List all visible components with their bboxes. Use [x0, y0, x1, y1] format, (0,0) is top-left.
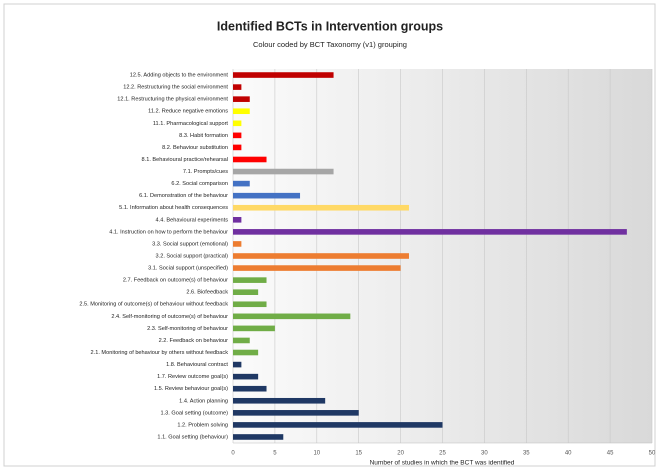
x-tick-label: 10	[313, 451, 320, 457]
chart-subtitle: Colour coded by BCT Taxonomy (v1) groupi…	[253, 40, 407, 49]
bar	[233, 253, 409, 259]
x-tick-label: 35	[523, 451, 530, 457]
x-tick-label: 0	[231, 451, 235, 457]
y-tick-label: 2.3. Self-monitoring of behaviour	[147, 326, 228, 332]
bar	[233, 397, 326, 404]
chart-title: Identified BCTs in Intervention groups	[217, 19, 443, 33]
y-tick-label: 11.2. Reduce negative emotions	[148, 109, 228, 115]
bar	[233, 168, 334, 175]
bar	[233, 72, 334, 78]
bar	[233, 361, 242, 368]
x-tick-label: 30	[481, 451, 488, 457]
x-tick-label: 5	[273, 451, 277, 457]
y-tick-label: 2.4. Self-monitoring of outcome(s) of be…	[111, 314, 228, 320]
bar	[233, 373, 259, 380]
bar	[233, 180, 250, 187]
y-tick-label: 1.5. Review behaviour goal(s)	[154, 386, 228, 392]
y-tick-label: 5.1. Information about health consequenc…	[119, 205, 228, 211]
bar	[233, 241, 242, 247]
bar	[233, 108, 250, 115]
x-axis-title: Number of studies in which the BCT was i…	[370, 460, 515, 467]
y-tick-label: 2.7. Feedback on outcome(s) of behaviour	[123, 278, 228, 284]
y-tick-label: 2.5. Monitoring of outcome(s) of behavio…	[79, 302, 228, 308]
y-tick-label: 12.1. Restructuring the physical environ…	[117, 97, 228, 103]
y-tick-label: 2.1. Monitoring of behaviour by others w…	[91, 350, 229, 356]
bar	[233, 229, 627, 235]
bar	[233, 120, 242, 127]
x-tick-label: 20	[397, 451, 404, 457]
y-tick-label: 12.5. Adding objects to the environment	[130, 73, 229, 79]
x-tick-label: 25	[439, 451, 446, 457]
y-tick-label: 3.1. Social support (unspecified)	[148, 266, 228, 272]
bar	[233, 337, 250, 344]
bar	[233, 217, 242, 223]
y-tick-label: 6.2. Social comparison	[171, 181, 228, 187]
y-tick-label: 6.1. Demonstration of the behaviour	[139, 193, 228, 199]
bar	[233, 313, 351, 320]
bar	[233, 204, 409, 211]
y-tick-label: 8.2. Behaviour substitution	[162, 145, 228, 151]
x-tick-label: 15	[355, 451, 362, 457]
y-tick-label: 12.2. Restructuring the social environme…	[123, 85, 228, 91]
bar	[233, 84, 242, 90]
y-tick-label: 1.4. Action planning	[179, 398, 228, 404]
y-tick-label: 8.3. Habit formation	[179, 133, 228, 139]
bar	[233, 301, 267, 308]
y-tick-label: 1.3. Goal setting (outcome)	[161, 410, 229, 416]
y-tick-label: 1.2. Problem solving	[177, 422, 228, 428]
y-tick-label: 4.4. Behavioural experiments	[156, 217, 229, 223]
y-tick-label: 1.1. Goal setting (behaviour)	[157, 434, 228, 440]
bar	[233, 289, 259, 295]
y-tick-label: 4.1. Instruction on how to perform the b…	[109, 229, 228, 235]
y-tick-label: 1.7. Review outcome goal(s)	[157, 374, 228, 380]
y-tick-label: 7.1. Prompts/cues	[183, 169, 228, 175]
bar	[233, 277, 267, 283]
y-tick-label: 8.1. Behavioural practice/rehearsal	[142, 157, 228, 163]
y-tick-label: 2.2. Feedback on behaviour	[159, 338, 228, 344]
bar	[233, 349, 259, 356]
bar	[233, 156, 267, 163]
bar	[233, 144, 242, 151]
bar	[233, 325, 275, 332]
bar	[233, 96, 250, 102]
x-tick-label: 50	[649, 451, 656, 457]
y-tick-label: 3.2. Social support (practical)	[156, 253, 229, 259]
x-tick-label: 40	[565, 451, 572, 457]
bar	[233, 385, 267, 392]
x-tick-label: 45	[607, 451, 614, 457]
bar	[233, 434, 284, 440]
y-tick-label: 3.3. Social support (emotional)	[152, 241, 228, 247]
y-tick-label: 11.1. Pharmacological support	[153, 121, 229, 127]
bar	[233, 410, 359, 416]
y-tick-label: 1.8. Behavioural contract	[166, 362, 228, 368]
y-tick-label: 2.6. Biofeedback	[186, 290, 228, 296]
bar	[233, 422, 443, 428]
bar	[233, 132, 242, 139]
bar	[233, 192, 301, 199]
bar	[233, 265, 401, 271]
